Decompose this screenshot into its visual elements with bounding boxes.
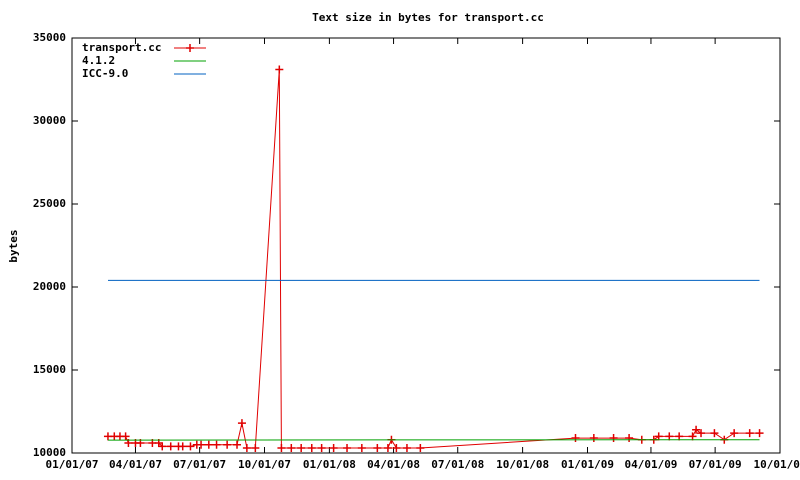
y-tick-label: 20000 — [33, 280, 66, 293]
point-marker — [223, 440, 232, 449]
point-marker — [204, 440, 213, 449]
point-marker — [233, 440, 242, 449]
point-marker — [212, 440, 221, 449]
point-marker — [730, 429, 739, 438]
point-marker — [665, 432, 674, 441]
point-marker — [166, 442, 175, 451]
point-marker — [383, 444, 392, 453]
series-line — [108, 69, 760, 449]
point-marker — [416, 444, 425, 453]
point-marker — [688, 432, 697, 441]
x-tick-label: 04/01/08 — [367, 458, 420, 471]
point-marker — [697, 429, 706, 438]
point-marker — [402, 444, 411, 453]
point-marker — [317, 444, 326, 453]
point-marker — [297, 444, 306, 453]
point-marker — [197, 440, 206, 449]
y-axis-label: bytes — [7, 229, 20, 262]
point-marker — [625, 434, 634, 443]
x-tick-label: 10/01/09 — [754, 458, 800, 471]
point-marker — [692, 425, 701, 434]
point-marker — [357, 444, 366, 453]
point-marker — [307, 444, 316, 453]
point-marker — [609, 434, 618, 443]
point-marker — [186, 442, 195, 451]
x-tick-label: 01/01/09 — [561, 458, 614, 471]
point-marker — [745, 429, 754, 438]
point-marker — [251, 444, 260, 453]
point-marker — [178, 442, 187, 451]
legend-label: ICC-9.0 — [82, 67, 128, 80]
x-tick-label: 07/01/08 — [431, 458, 484, 471]
x-tick-label: 01/01/07 — [46, 458, 99, 471]
y-tick-label: 30000 — [33, 114, 66, 127]
point-marker — [343, 444, 352, 453]
y-tick-label: 25000 — [33, 197, 66, 210]
y-tick-label: 35000 — [33, 31, 66, 44]
y-tick-label: 10000 — [33, 446, 66, 459]
x-tick-label: 04/01/09 — [624, 458, 677, 471]
x-tick-label: 10/01/07 — [238, 458, 291, 471]
x-tick-label: 01/01/08 — [303, 458, 356, 471]
plot-frame — [71, 37, 781, 454]
point-marker — [675, 432, 684, 441]
point-marker — [392, 444, 401, 453]
point-marker — [275, 65, 284, 74]
point-marker — [237, 419, 246, 428]
x-tick-label: 07/01/09 — [689, 458, 742, 471]
point-marker — [242, 444, 251, 453]
x-tick-label: 04/01/07 — [109, 458, 162, 471]
point-marker — [277, 444, 286, 453]
x-tick-label: 10/01/08 — [496, 458, 549, 471]
point-marker — [589, 434, 598, 443]
y-tick-label: 15000 — [33, 363, 66, 376]
point-marker — [710, 429, 719, 438]
point-marker — [755, 429, 764, 438]
legend-marker — [186, 44, 194, 52]
point-marker — [121, 432, 130, 441]
point-marker — [158, 442, 167, 451]
point-marker — [287, 444, 296, 453]
legend-label: 4.1.2 — [82, 54, 115, 67]
point-marker — [373, 444, 382, 453]
legend-label: transport.cc — [82, 41, 161, 54]
chart-title: Text size in bytes for transport.cc — [312, 11, 544, 24]
point-marker — [654, 432, 663, 441]
point-marker — [329, 444, 338, 453]
point-marker — [571, 434, 580, 443]
x-tick-label: 07/01/07 — [173, 458, 226, 471]
